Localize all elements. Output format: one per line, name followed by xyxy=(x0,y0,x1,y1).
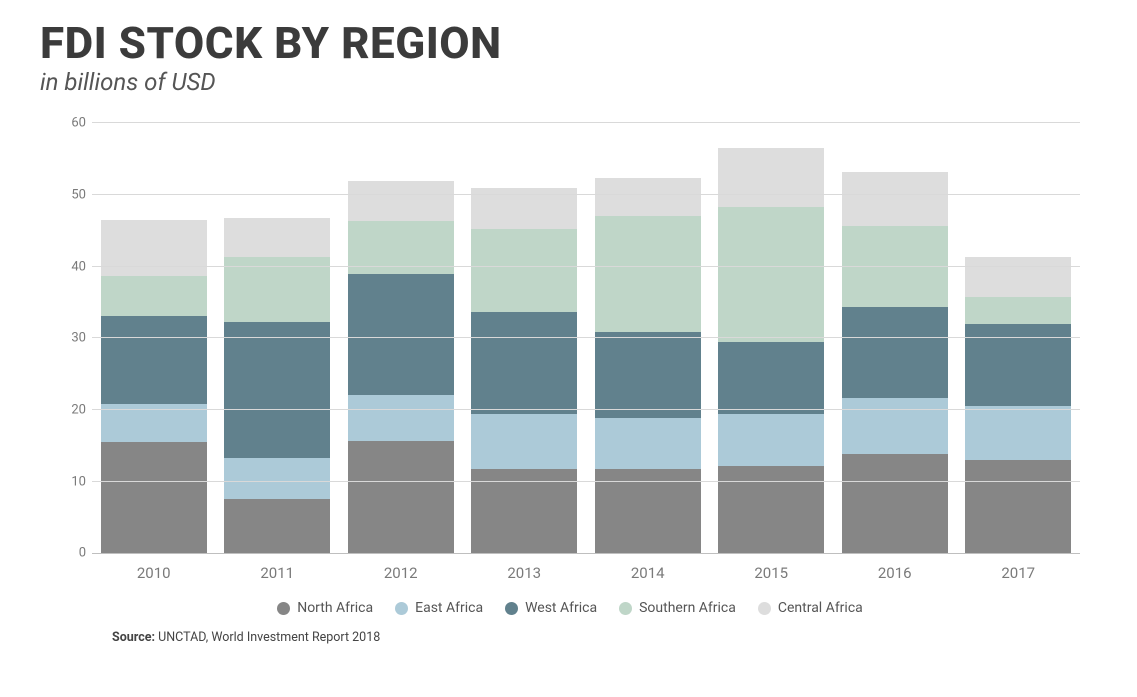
legend-swatch-icon xyxy=(277,602,290,615)
chart-area: 0102030405060 20102011201220132014201520… xyxy=(60,124,1080,645)
bar-segment xyxy=(595,418,701,468)
bar-segment xyxy=(965,406,1071,460)
legend-swatch-icon xyxy=(758,602,771,615)
bar-segment xyxy=(595,178,701,216)
legend-swatch-icon xyxy=(619,602,632,615)
gridline xyxy=(92,481,1080,482)
bar-segment xyxy=(101,220,207,276)
bar-column xyxy=(718,148,824,554)
x-axis-labels: 2010 2011 2012 2013 2014 2015 2016 2017 xyxy=(92,564,1080,582)
x-tick-label: 2013 xyxy=(471,564,577,582)
y-tick-label: 60 xyxy=(56,116,86,131)
bar-segment xyxy=(842,398,948,454)
x-tick-label: 2010 xyxy=(101,564,207,582)
bar-segment xyxy=(471,312,577,414)
y-tick-label: 40 xyxy=(56,259,86,274)
legend-item: Southern Africa xyxy=(619,600,736,616)
x-tick-label: 2016 xyxy=(842,564,948,582)
y-tick-label: 10 xyxy=(56,474,86,489)
y-tick-label: 30 xyxy=(56,331,86,346)
y-tick-label: 20 xyxy=(56,402,86,417)
legend-swatch-icon xyxy=(505,602,518,615)
legend-label: West Africa xyxy=(525,600,597,616)
bar-segment xyxy=(842,226,948,307)
source-line: Source: UNCTAD, World Investment Report … xyxy=(112,630,1080,645)
x-tick-label: 2015 xyxy=(718,564,824,582)
legend-label: Southern Africa xyxy=(639,600,736,616)
bar-segment xyxy=(101,276,207,316)
bar-segment xyxy=(224,257,330,322)
gridline xyxy=(92,122,1080,123)
source-text: UNCTAD, World Investment Report 2018 xyxy=(158,630,380,645)
y-tick-label: 50 xyxy=(56,187,86,202)
y-tick-label: 0 xyxy=(56,546,86,561)
bar-column xyxy=(471,188,577,553)
bar-segment xyxy=(595,216,701,332)
legend-label: North Africa xyxy=(297,600,373,616)
bar-segment xyxy=(101,316,207,404)
gridline xyxy=(92,266,1080,267)
bar-segment xyxy=(224,218,330,257)
bar-column xyxy=(224,218,330,553)
bar-segment xyxy=(842,454,948,553)
x-tick-label: 2014 xyxy=(595,564,701,582)
bar-segment xyxy=(224,458,330,500)
bar-column xyxy=(595,178,701,553)
bar-segment xyxy=(842,172,948,226)
bar-segment xyxy=(718,207,824,342)
x-tick-label: 2012 xyxy=(348,564,454,582)
bar-segment xyxy=(348,274,454,394)
legend-item: North Africa xyxy=(277,600,373,616)
bar-segment xyxy=(471,229,577,312)
gridline xyxy=(92,194,1080,195)
bar-segment xyxy=(348,395,454,442)
bar-segment xyxy=(224,499,330,553)
bar-segment xyxy=(101,442,207,553)
bar-segment xyxy=(718,414,824,466)
x-tick-label: 2017 xyxy=(965,564,1071,582)
bar-column xyxy=(842,172,948,553)
legend-label: Central Africa xyxy=(778,600,863,616)
legend-swatch-icon xyxy=(395,602,408,615)
chart-title: FDI STOCK BY REGION xyxy=(40,20,1097,66)
bar-segment xyxy=(348,181,454,220)
source-label: Source: xyxy=(112,630,155,645)
legend: North Africa East Africa West Africa Southe… xyxy=(60,600,1080,616)
bar-column xyxy=(348,181,454,553)
bar-segment xyxy=(718,466,824,553)
bar-segment xyxy=(965,460,1071,553)
bar-segment xyxy=(471,469,577,553)
plot-region: 0102030405060 xyxy=(92,124,1080,554)
gridline xyxy=(92,337,1080,338)
bar-segment xyxy=(595,332,701,419)
legend-item: Central Africa xyxy=(758,600,863,616)
bars-container xyxy=(92,124,1080,553)
bar-segment xyxy=(718,148,824,207)
bar-column xyxy=(965,257,1071,554)
bar-segment xyxy=(224,322,330,458)
gridline xyxy=(92,409,1080,410)
legend-item: East Africa xyxy=(395,600,483,616)
bar-segment xyxy=(471,414,577,469)
legend-label: East Africa xyxy=(415,600,483,616)
chart-subtitle: in billions of USD xyxy=(40,68,1097,96)
bar-segment xyxy=(718,342,824,414)
bar-segment xyxy=(842,307,948,398)
bar-segment xyxy=(965,324,1071,406)
x-tick-label: 2011 xyxy=(224,564,330,582)
bar-segment xyxy=(348,441,454,553)
bar-column xyxy=(101,220,207,553)
bar-segment xyxy=(965,257,1071,297)
bar-segment xyxy=(965,297,1071,324)
legend-item: West Africa xyxy=(505,600,597,616)
